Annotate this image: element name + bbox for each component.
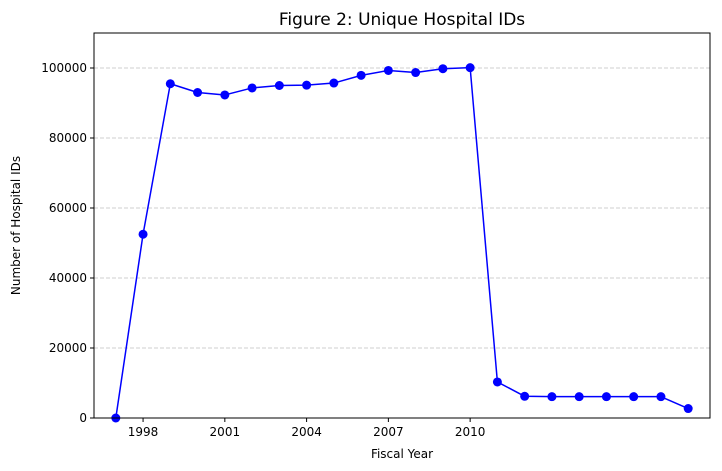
y-tick-label: 0 (79, 411, 87, 425)
data-point (329, 78, 339, 88)
data-point (302, 80, 312, 90)
series-layer (111, 63, 693, 423)
data-point (656, 392, 666, 402)
y-tick-label: 60000 (49, 201, 87, 215)
data-point (247, 83, 257, 93)
x-axis-title: Fiscal Year (371, 447, 433, 461)
x-axis: 1998 2001 2004 2007 2010 (128, 418, 486, 439)
data-point (220, 90, 230, 100)
data-point (138, 229, 148, 239)
data-point (165, 79, 175, 89)
x-tick-label: 2004 (291, 425, 322, 439)
data-point (547, 392, 557, 402)
y-axis: 0 20000 40000 60000 80000 100000 (41, 61, 94, 425)
x-tick-label: 2001 (210, 425, 241, 439)
plot-frame (93, 32, 711, 419)
data-point (411, 68, 421, 78)
data-point (520, 391, 530, 401)
data-point (193, 88, 203, 97)
grid (94, 67, 710, 349)
x-tick-label: 1998 (128, 425, 159, 439)
data-point (492, 377, 502, 387)
data-point (574, 392, 584, 402)
data-point (465, 63, 475, 73)
chart-title: Figure 2: Unique Hospital IDs (279, 10, 525, 30)
data-point (356, 70, 366, 80)
data-point (601, 392, 611, 402)
y-tick-label: 40000 (49, 271, 87, 285)
data-point (438, 64, 448, 74)
y-axis-title: Number of Hospital IDs (9, 156, 23, 295)
data-point (383, 65, 393, 75)
x-tick-label: 2010 (455, 425, 486, 439)
series-line (115, 66, 689, 419)
y-tick-label: 100000 (41, 61, 87, 75)
x-tick-label: 2007 (373, 425, 404, 439)
data-point (683, 404, 693, 414)
data-point (274, 81, 284, 90)
y-tick-label: 20000 (49, 341, 87, 355)
y-tick-label: 80000 (49, 131, 87, 145)
data-point (629, 392, 639, 402)
